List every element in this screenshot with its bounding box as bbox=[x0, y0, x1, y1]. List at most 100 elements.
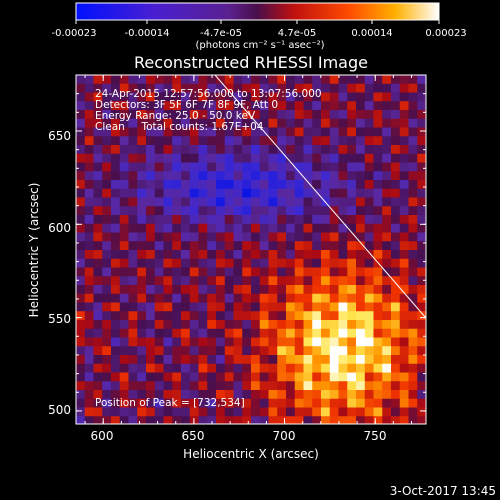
image-pixel bbox=[119, 171, 129, 181]
image-pixel bbox=[207, 153, 217, 163]
image-pixel bbox=[93, 355, 103, 365]
image-pixel bbox=[181, 390, 191, 400]
image-pixel bbox=[163, 241, 173, 251]
image-pixel bbox=[321, 206, 331, 216]
image-pixel bbox=[137, 328, 147, 338]
image-pixel bbox=[119, 215, 129, 225]
image-pixel bbox=[286, 197, 296, 207]
image-pixel bbox=[321, 328, 331, 338]
image-pixel bbox=[181, 372, 191, 382]
image-pixel bbox=[259, 328, 269, 338]
image-pixel bbox=[93, 267, 103, 277]
image-pixel bbox=[93, 188, 103, 198]
image-pixel bbox=[408, 276, 418, 286]
image-pixel bbox=[137, 162, 147, 172]
image-pixel bbox=[408, 250, 418, 260]
image-pixel bbox=[356, 337, 366, 347]
image-pixel bbox=[382, 127, 392, 137]
image-pixel bbox=[111, 75, 121, 85]
image-pixel bbox=[373, 92, 383, 102]
image-pixel bbox=[172, 241, 182, 251]
image-pixel bbox=[137, 197, 147, 207]
x-tick-label: 600 bbox=[91, 429, 114, 443]
image-pixel bbox=[286, 416, 296, 424]
image-pixel bbox=[207, 188, 217, 198]
image-pixel bbox=[391, 118, 401, 128]
image-pixel bbox=[224, 188, 234, 198]
image-pixel bbox=[277, 241, 287, 251]
image-pixel bbox=[338, 206, 348, 216]
image-pixel bbox=[373, 145, 383, 155]
image-pixel bbox=[84, 311, 94, 321]
image-pixel bbox=[111, 215, 121, 225]
image-pixel bbox=[172, 136, 182, 146]
image-pixel bbox=[373, 162, 383, 172]
image-pixel bbox=[303, 302, 313, 312]
image-pixel bbox=[119, 363, 129, 373]
image-pixel bbox=[251, 363, 261, 373]
image-pixel bbox=[207, 293, 217, 303]
image-pixel bbox=[356, 416, 366, 424]
image-pixel bbox=[154, 145, 164, 155]
image-pixel bbox=[347, 188, 357, 198]
image-pixel bbox=[146, 416, 156, 424]
image-pixel bbox=[382, 215, 392, 225]
image-pixel bbox=[119, 398, 129, 408]
image-pixel bbox=[259, 92, 269, 102]
image-pixel bbox=[224, 328, 234, 338]
image-pixel bbox=[364, 258, 374, 268]
image-pixel bbox=[207, 92, 217, 102]
image-pixel bbox=[286, 241, 296, 251]
image-pixel bbox=[102, 363, 112, 373]
y-tick-label: 500 bbox=[48, 403, 71, 417]
image-pixel bbox=[163, 267, 173, 277]
image-pixel bbox=[216, 127, 226, 137]
image-pixel bbox=[189, 101, 199, 111]
image-pixel bbox=[216, 258, 226, 268]
image-pixel bbox=[137, 232, 147, 242]
image-pixel bbox=[111, 110, 121, 120]
image-pixel bbox=[128, 162, 138, 172]
image-pixel bbox=[268, 285, 278, 295]
image-pixel bbox=[294, 118, 304, 128]
image-pixel bbox=[373, 101, 383, 111]
image-pixel bbox=[294, 267, 304, 277]
image-pixel bbox=[399, 153, 409, 163]
image-pixel bbox=[251, 110, 261, 120]
image-pixel bbox=[93, 372, 103, 382]
image-pixel bbox=[119, 162, 129, 172]
image-pixel bbox=[111, 83, 121, 93]
image-pixel bbox=[198, 197, 208, 207]
image-pixel bbox=[102, 337, 112, 347]
image-pixel bbox=[408, 232, 418, 242]
image-pixel bbox=[181, 110, 191, 120]
image-pixel bbox=[277, 162, 287, 172]
image-pixel bbox=[312, 285, 322, 295]
image-pixel bbox=[102, 127, 112, 137]
image-pixel bbox=[268, 258, 278, 268]
image-pixel bbox=[154, 363, 164, 373]
image-pixel bbox=[128, 407, 138, 417]
image-pixel bbox=[259, 337, 269, 347]
image-pixel bbox=[224, 101, 234, 111]
image-pixel bbox=[84, 302, 94, 312]
image-pixel bbox=[338, 381, 348, 391]
image-pixel bbox=[76, 92, 86, 102]
image-pixel bbox=[347, 110, 357, 120]
image-pixel bbox=[146, 188, 156, 198]
image-pixel bbox=[181, 101, 191, 111]
image-pixel bbox=[356, 180, 366, 190]
image-pixel bbox=[399, 83, 409, 93]
image-pixel bbox=[303, 153, 313, 163]
image-pixel bbox=[399, 363, 409, 373]
image-pixel bbox=[303, 180, 313, 190]
image-pixel bbox=[251, 92, 261, 102]
image-pixel bbox=[303, 145, 313, 155]
image-pixel bbox=[347, 258, 357, 268]
image-pixel bbox=[216, 206, 226, 216]
image-pixel bbox=[172, 355, 182, 365]
image-pixel bbox=[242, 206, 252, 216]
image-pixel bbox=[233, 390, 243, 400]
image-pixel bbox=[338, 328, 348, 338]
image-pixel bbox=[154, 250, 164, 260]
